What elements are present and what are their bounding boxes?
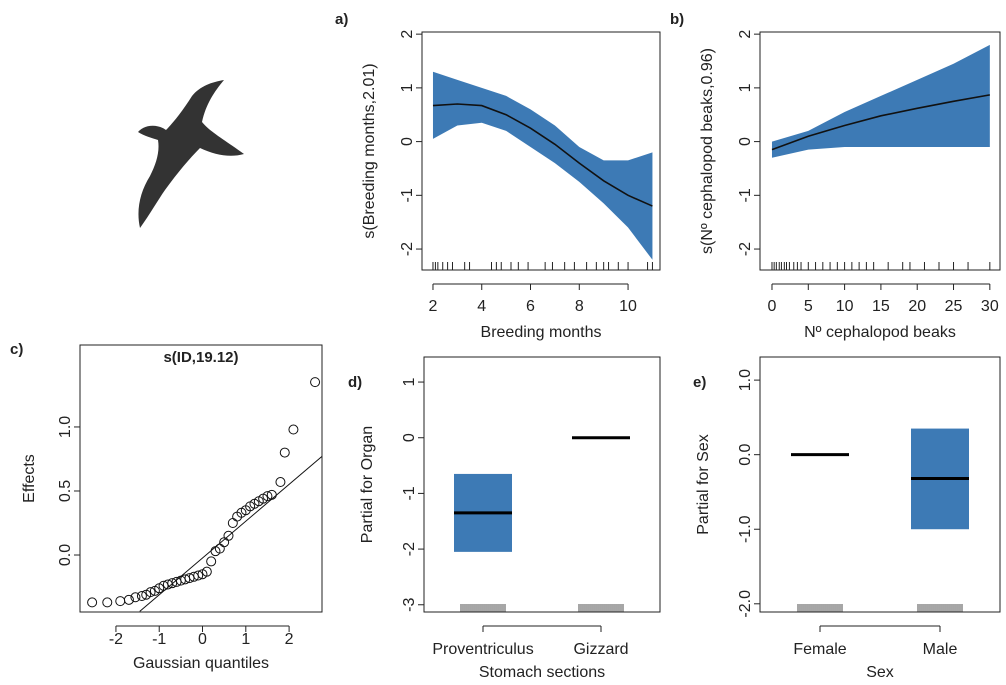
point	[288, 424, 299, 435]
x-tick-label: Gizzard	[573, 641, 628, 658]
x-tick-label: 4	[477, 298, 486, 315]
confidence-band	[771, 44, 990, 158]
x-axis-title: Stomach sections	[479, 664, 605, 681]
confidence-band	[432, 71, 653, 260]
y-tick-label: -2.0	[737, 590, 754, 618]
point	[262, 491, 273, 502]
point	[310, 377, 321, 388]
x-tick-label: Female	[793, 641, 846, 658]
panel-label: c)	[10, 341, 23, 358]
y-axis-title: s(Breeding months,2.01)	[361, 63, 378, 238]
y-tick-label: 0.0	[737, 443, 754, 465]
y-tick-label: 0	[401, 433, 418, 442]
point	[206, 556, 217, 567]
y-tick-label: 0	[737, 137, 754, 146]
y-tick-label: 1	[399, 83, 416, 92]
y-axis-title: Effects	[21, 454, 38, 503]
x-tick-label: Proventriculus	[432, 641, 533, 658]
x-axis-title: Breeding months	[481, 324, 602, 341]
y-tick-label: -2	[737, 242, 754, 256]
y-tick-label: -1	[399, 188, 416, 202]
x-tick-label: 30	[981, 298, 999, 315]
point	[102, 597, 113, 608]
y-axis-title: Partial for Sex	[695, 434, 712, 534]
point	[130, 592, 141, 603]
x-tick-label: 15	[872, 298, 890, 315]
x-tick-label: Male	[923, 641, 958, 658]
y-tick-label: 2	[399, 30, 416, 39]
chart-title: s(ID,19.12)	[163, 349, 238, 366]
y-tick-label: -2	[401, 542, 418, 556]
y-tick-label: -1.0	[737, 515, 754, 543]
x-tick-label: 2	[429, 298, 438, 315]
x-axis-title: Sex	[866, 664, 894, 681]
point	[193, 570, 204, 581]
smooth-line	[432, 103, 653, 207]
bird-silhouette	[138, 80, 244, 228]
y-tick-label: -1	[737, 188, 754, 202]
point	[87, 597, 98, 608]
reference-line	[139, 456, 323, 612]
y-tick-label: -3	[401, 598, 418, 612]
y-tick-label: 1.0	[737, 369, 754, 391]
y-tick-label: 1.0	[57, 416, 74, 438]
point	[145, 587, 156, 598]
panel-label: e)	[693, 374, 706, 391]
x-tick-label: 1	[241, 631, 250, 648]
point	[201, 566, 212, 577]
y-tick-label: -1	[401, 486, 418, 500]
x-tick-label: -2	[109, 631, 123, 648]
x-tick-label: -1	[152, 631, 166, 648]
y-tick-label: -2	[399, 242, 416, 256]
x-tick-label: 8	[575, 298, 584, 315]
x-tick-label: 6	[526, 298, 535, 315]
panel-label: a)	[335, 11, 348, 28]
point	[266, 489, 277, 500]
y-tick-label: 0.5	[57, 480, 74, 502]
y-tick-label: 2	[737, 30, 754, 39]
point	[279, 447, 290, 458]
y-tick-label: 1	[737, 83, 754, 92]
point	[115, 596, 126, 607]
x-tick-label: 10	[619, 298, 637, 315]
x-axis-title: Gaussian quantiles	[133, 655, 269, 672]
x-axis-title: Nº cephalopod beaks	[804, 324, 956, 341]
x-tick-label: 25	[945, 298, 963, 315]
y-tick-label: 0	[399, 137, 416, 146]
point	[227, 518, 238, 528]
x-tick-label: 5	[804, 298, 813, 315]
x-tick-label: 20	[908, 298, 926, 315]
y-axis-title: Partial for Organ	[359, 426, 376, 543]
y-tick-label: 0.0	[57, 544, 74, 566]
x-tick-label: 2	[285, 631, 294, 648]
point	[223, 530, 234, 541]
panel-label: b)	[670, 11, 684, 28]
y-tick-label: 1	[401, 378, 418, 387]
x-tick-label: 0	[768, 298, 777, 315]
x-tick-label: 0	[198, 631, 207, 648]
point	[275, 477, 286, 488]
x-tick-label: 10	[836, 298, 854, 315]
point	[136, 590, 147, 601]
point	[123, 594, 134, 605]
panel-label: d)	[348, 374, 362, 391]
y-axis-title: s(Nº cephalopod beaks,0.96)	[699, 48, 716, 254]
smooth-line	[771, 94, 990, 151]
